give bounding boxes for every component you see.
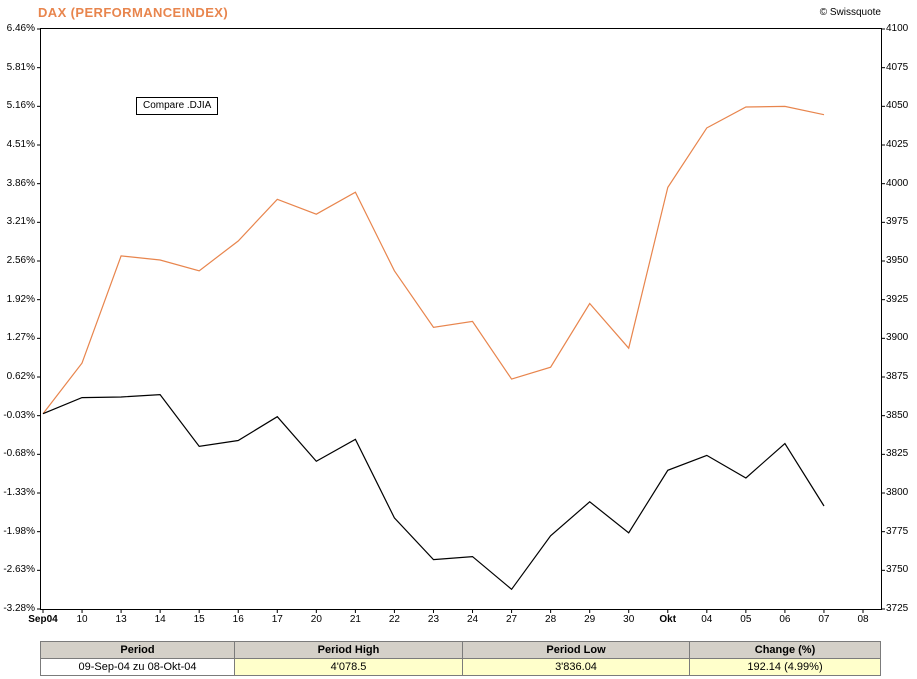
y-axis-right-label: 3925 [886, 293, 909, 305]
summary-table: Period Period High Period Low Change (%)… [40, 641, 881, 676]
y-axis-left-label: 5.81% [6, 61, 35, 73]
y-axis-left-label: 5.16% [6, 100, 35, 112]
x-axis-label: 20 [310, 614, 322, 625]
y-axis-left-label: -2.63% [3, 564, 35, 576]
x-axis-label: 30 [623, 614, 635, 625]
y-axis-left-label: 0.62% [6, 371, 35, 382]
header-period-low: Period Low [462, 641, 690, 659]
header-period-high: Period High [234, 641, 463, 659]
x-axis-label: 15 [193, 614, 205, 625]
y-axis-left-label: 6.46% [6, 23, 35, 34]
y-axis-left-label: 2.56% [6, 255, 35, 266]
series-line-DAX [42, 105, 825, 415]
y-axis-right-label: 3825 [886, 448, 909, 460]
y-axis-left-label: -0.03% [3, 409, 35, 421]
y-axis-left-label: 1.27% [6, 332, 35, 344]
compare-series-label: Compare .DJIA [136, 97, 219, 115]
y-axis-right-label: 3975 [886, 216, 909, 228]
y-axis-left-label: 1.92% [6, 293, 35, 305]
y-axis-left-label: 3.86% [6, 177, 35, 189]
x-axis-label: 16 [232, 614, 244, 625]
x-axis-label: 08 [857, 614, 869, 625]
x-axis-label: 13 [115, 614, 127, 625]
y-axis-left-label: -3.28% [3, 603, 35, 614]
chart-title: DAX (PERFORMANCEINDEX) [38, 5, 229, 20]
y-axis-left-label: -1.98% [3, 525, 35, 537]
x-axis-label: 04 [701, 614, 713, 625]
header-change: Change (%) [689, 641, 881, 659]
y-axis-right-label: 3725 [886, 603, 909, 614]
x-axis-label: 05 [740, 614, 752, 625]
copyright-label: © Swissquote [819, 7, 881, 18]
summary-value-row: 09-Sep-04 zu 08-Okt-04 4'078.5 3'836.04 … [40, 658, 881, 676]
y-axis-right-label: 3850 [886, 409, 909, 421]
y-axis-left-label: -1.33% [3, 487, 35, 498]
value-period-high: 4'078.5 [234, 658, 463, 676]
y-axis-right-label: 4075 [886, 61, 909, 73]
y-axis-right-label: 4050 [886, 100, 909, 112]
y-axis-right-label: 3900 [886, 332, 909, 344]
y-axis-left-label: 3.21% [6, 216, 35, 228]
series-line-.DJIA [42, 393, 825, 591]
value-period: 09-Sep-04 zu 08-Okt-04 [40, 658, 235, 676]
y-axis-left-label: -0.68% [3, 448, 35, 460]
y-axis-right-label: 4000 [886, 177, 909, 189]
y-axis-right-label: 3775 [886, 525, 909, 537]
x-axis-label: 29 [584, 614, 596, 625]
value-period-low: 3'836.04 [462, 658, 690, 676]
header-period: Period [40, 641, 235, 659]
plot-area: 6.46% 5.81% 5.16% 4.51% 3.86% 3.21% 2.56% 1.92%… [3, 23, 908, 625]
x-axis-label: 27 [506, 614, 518, 625]
y-axis-right-label: 4100 [886, 23, 909, 34]
x-axis-label: 28 [545, 614, 557, 625]
y-axis-right-label: 3875 [886, 371, 909, 382]
value-change: 192.14 (4.99%) [689, 658, 881, 676]
x-axis-label: 06 [779, 614, 791, 625]
x-axis-label: 21 [349, 614, 361, 625]
x-axis-label: 07 [818, 614, 830, 625]
x-axis-label: 24 [466, 614, 479, 625]
summary-header-row: Period Period High Period Low Change (%) [40, 641, 881, 659]
x-axis-label: 14 [154, 614, 166, 625]
y-axis-right-label: 3750 [886, 564, 909, 576]
x-axis-label: 23 [427, 614, 440, 625]
x-axis-label: 10 [76, 614, 88, 625]
x-axis-label: Okt [659, 614, 677, 625]
x-axis-label: 22 [388, 614, 400, 625]
y-axis-right-label: 3950 [886, 255, 909, 266]
y-axis-left-label: 4.51% [6, 139, 35, 150]
y-axis-right-label: 4025 [886, 139, 909, 150]
plot-svg [37, 28, 885, 613]
x-axis-label: 17 [271, 614, 283, 625]
y-axis-right-label: 3800 [886, 487, 909, 498]
x-axis-label: Sep04 [28, 614, 58, 625]
